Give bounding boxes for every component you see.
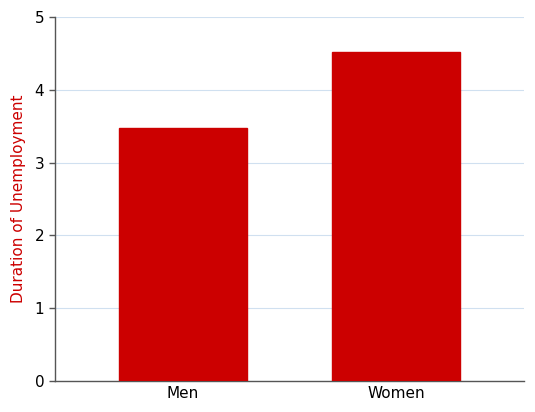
Bar <box>332 52 460 381</box>
Y-axis label: Duration of Unemployment: Duration of Unemployment <box>11 95 26 303</box>
Bar <box>119 129 247 381</box>
